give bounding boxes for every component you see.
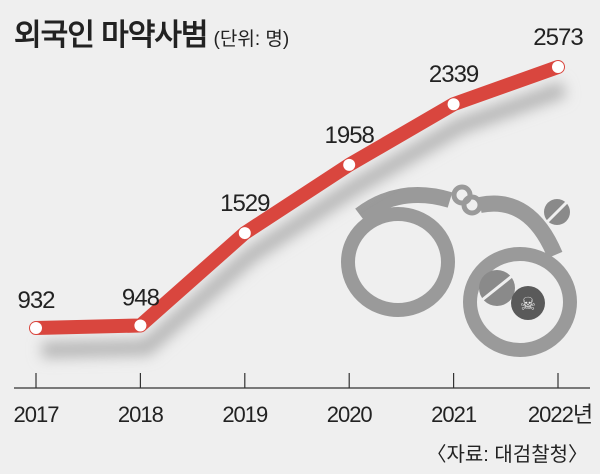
series-line [29,59,565,336]
x-axis: 2017 2018 2019 2020 2021 2022년 [14,373,593,427]
x-tick-label: 2022년 [528,402,592,427]
data-point [238,227,251,240]
data-point [134,319,147,332]
data-point [447,98,460,111]
x-tick-label: 2021 [431,402,477,427]
pills-illustration: ☠ [479,199,570,320]
source-note: 〈자료: 대검찰청〉 [426,444,588,466]
skull-icon: ☠ [520,294,536,314]
x-tick-label: 2019 [222,402,268,427]
data-label: 2573 [533,24,583,51]
handcuffs-illustration [341,184,577,357]
data-label: 1529 [220,190,270,217]
data-point [552,60,564,73]
chart-title: 외국인 마약사범 (단위: 명) [14,10,289,54]
x-tick-label: 2020 [327,402,373,427]
data-point [343,158,356,171]
data-label: 932 [17,287,55,314]
x-tick-label: 2018 [118,402,164,427]
unit-label: (단위: 명) [213,29,290,50]
x-tick-label: 2017 [14,402,60,427]
line-shadow [41,81,567,359]
data-label: 1958 [325,122,375,149]
data-label: 948 [122,284,160,311]
title-text: 외국인 마약사범 [14,19,209,52]
data-label: 2339 [429,61,479,88]
data-point [30,322,42,335]
